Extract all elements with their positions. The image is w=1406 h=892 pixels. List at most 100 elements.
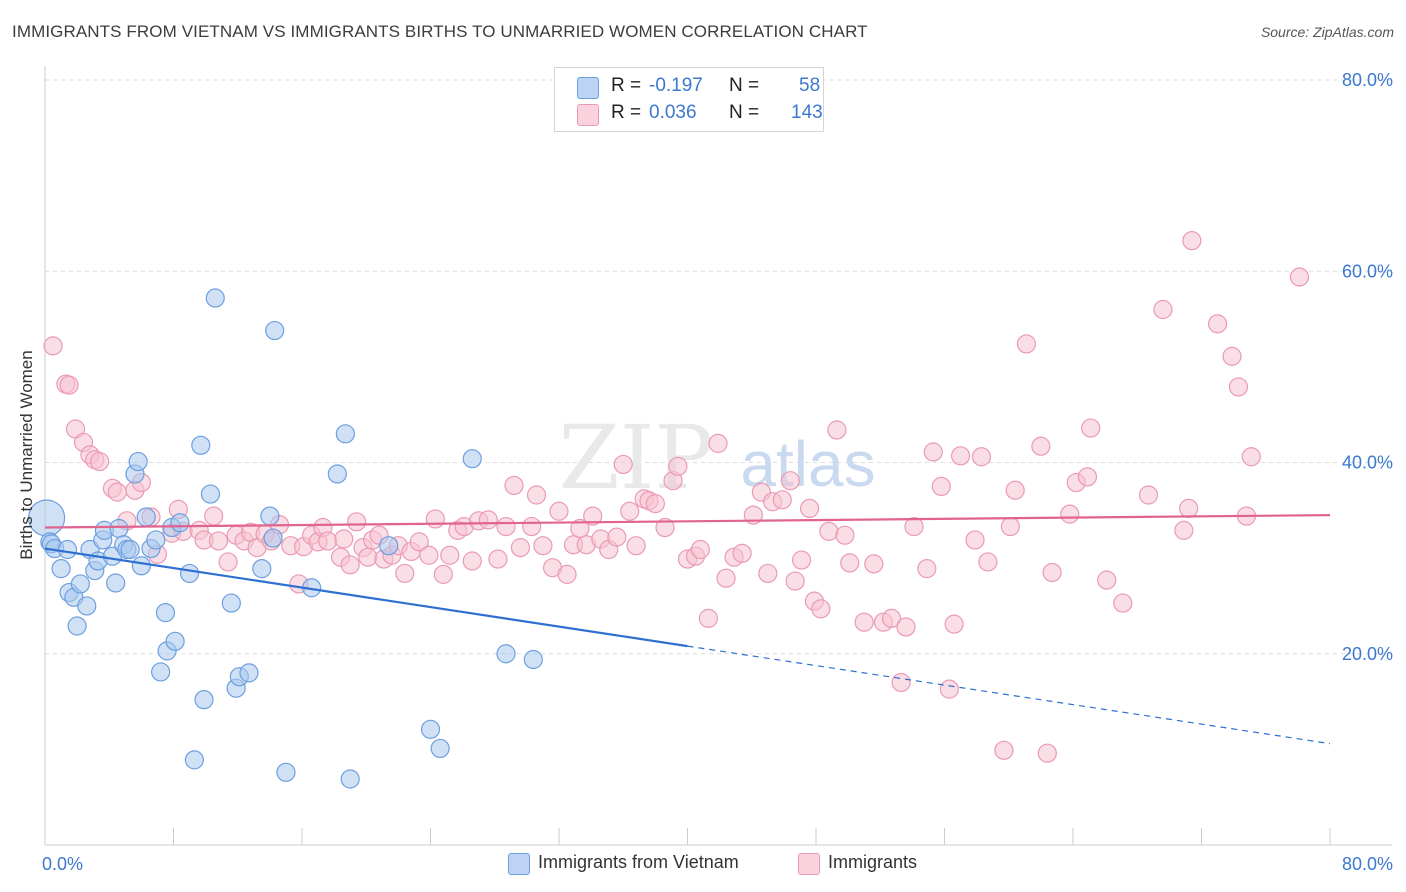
point-vietnam <box>146 530 166 550</box>
point-immigrants <box>1060 504 1080 524</box>
point-immigrants <box>1037 743 1057 763</box>
point-immigrants <box>994 740 1014 760</box>
point-immigrants <box>218 552 238 572</box>
point-immigrants <box>1174 520 1194 540</box>
legend-r-label: R = <box>611 102 642 123</box>
legend-r-value: 0.036 <box>649 102 697 123</box>
point-immigrants <box>107 482 127 502</box>
x-tick-label: 0.0% <box>42 854 83 874</box>
legend-r-label: R = <box>611 75 642 96</box>
point-vietnam <box>430 738 450 759</box>
point-immigrants <box>854 612 874 632</box>
point-immigrants <box>698 608 718 628</box>
point-immigrants <box>358 547 378 567</box>
legend-n-label: N = <box>729 102 760 123</box>
point-vietnam <box>191 435 211 455</box>
point-immigrants <box>891 672 911 693</box>
point-vietnam <box>170 513 190 533</box>
point-vietnam <box>165 631 185 651</box>
point-immigrants <box>395 563 415 584</box>
point-vietnam <box>263 528 283 548</box>
point-immigrants <box>881 608 902 628</box>
point-vietnam <box>379 536 399 556</box>
point-immigrants <box>1138 485 1159 505</box>
bottom-legend-label-immigrants: Immigrants <box>828 852 918 872</box>
point-immigrants <box>526 485 547 505</box>
watermark: ZIP atlas <box>558 406 875 509</box>
point-immigrants <box>208 531 229 551</box>
point-vietnam <box>239 663 259 683</box>
point-immigrants <box>965 530 985 550</box>
bottom-legend-swatch-immigrants <box>798 853 820 875</box>
source-credit: Source: ZipAtlas.com <box>1260 24 1394 40</box>
trend-line-vietnam <box>44 547 688 648</box>
point-vietnam <box>205 288 225 308</box>
point-vietnam <box>57 539 78 560</box>
point-immigrants <box>690 539 710 560</box>
point-immigrants <box>978 552 998 572</box>
bottom-legend-swatch-vietnam <box>508 853 530 875</box>
point-immigrants <box>732 543 752 563</box>
watermark-zip: ZIP <box>558 406 713 509</box>
point-immigrants <box>90 451 110 472</box>
point-immigrants <box>440 545 460 565</box>
point-immigrants <box>1207 314 1228 334</box>
point-immigrants <box>971 447 992 467</box>
point-immigrants <box>510 538 531 558</box>
point-vietnam <box>179 563 200 584</box>
point-immigrants <box>864 554 884 574</box>
legend-n-value: 143 <box>791 102 823 123</box>
point-vietnam <box>155 603 176 623</box>
point-vietnam <box>340 769 360 789</box>
point-immigrants <box>1241 447 1261 467</box>
trend-lines <box>44 513 1331 745</box>
point-immigrants <box>1016 334 1037 354</box>
point-immigrants <box>1000 516 1020 537</box>
legend-swatch-immigrants <box>577 104 599 126</box>
point-immigrants <box>939 679 959 699</box>
point-immigrants <box>1179 498 1199 518</box>
legend-n-label: N = <box>729 75 760 96</box>
point-immigrants <box>835 525 855 545</box>
point-immigrants <box>1097 570 1117 590</box>
point-immigrants <box>59 375 79 395</box>
point-vietnam <box>120 539 140 560</box>
point-immigrants <box>950 446 971 466</box>
point-immigrants <box>772 490 792 510</box>
point-immigrants <box>904 516 924 537</box>
point-immigrants <box>1182 231 1202 251</box>
legend-swatch-vietnam <box>577 77 599 99</box>
point-vietnam <box>462 449 482 469</box>
point-immigrants <box>708 433 728 453</box>
point-immigrants <box>645 494 665 514</box>
point-immigrants <box>318 531 338 551</box>
point-immigrants <box>791 550 812 570</box>
point-immigrants <box>1081 418 1101 438</box>
point-immigrants <box>488 549 508 569</box>
axes <box>44 66 1392 846</box>
point-immigrants <box>785 571 805 591</box>
point-immigrants <box>570 518 590 539</box>
point-immigrants <box>655 517 675 538</box>
point-vietnam <box>327 464 347 484</box>
point-immigrants <box>533 536 553 556</box>
point-immigrants <box>917 559 937 579</box>
point-immigrants <box>613 454 633 475</box>
point-vietnam <box>128 451 148 472</box>
point-immigrants <box>799 498 820 518</box>
point-immigrants <box>522 516 542 537</box>
tick-labels: 20.0% 40.0% 60.0% 80.0% 0.0% 80.0% <box>42 70 1393 874</box>
point-immigrants <box>819 521 839 541</box>
point-immigrants <box>668 456 688 476</box>
point-immigrants <box>425 509 445 529</box>
point-immigrants <box>931 476 951 497</box>
point-immigrants <box>1153 299 1173 320</box>
y-tick-label: 60.0% <box>1342 261 1393 281</box>
series-immigrants-points <box>43 231 1310 763</box>
point-immigrants <box>334 529 354 549</box>
point-vietnam <box>265 320 285 341</box>
point-immigrants <box>347 512 367 532</box>
point-immigrants <box>549 501 569 521</box>
point-immigrants <box>419 545 439 565</box>
